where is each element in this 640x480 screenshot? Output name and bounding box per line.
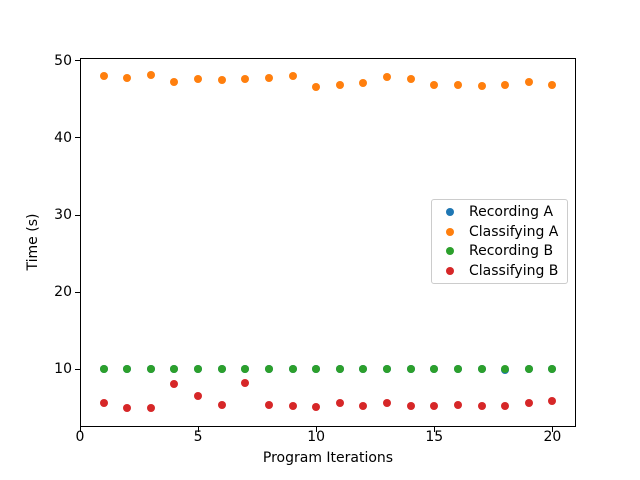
data-point-classifying-a	[194, 75, 203, 84]
legend-marker-icon	[446, 227, 454, 236]
data-point-classifying-a	[383, 72, 392, 81]
data-point-recording-b	[524, 364, 533, 373]
data-point-recording-b	[548, 364, 557, 373]
legend-label: Recording B	[469, 243, 554, 260]
y-tick-mark	[75, 60, 80, 62]
legend-marker-icon	[446, 247, 454, 256]
legend-marker-icon	[446, 207, 454, 216]
legend-label: Recording A	[469, 203, 554, 220]
data-point-recording-b	[99, 364, 108, 373]
data-point-classifying-b	[217, 400, 226, 409]
x-axis-label: Program Iterations	[262, 450, 394, 466]
data-point-classifying-a	[264, 74, 273, 83]
data-point-recording-b	[123, 364, 132, 373]
data-point-classifying-a	[99, 72, 108, 81]
data-point-recording-b	[430, 364, 439, 373]
legend-item: Classifying A	[432, 222, 567, 242]
x-tick-label: 10	[307, 429, 326, 445]
data-point-classifying-b	[241, 379, 250, 388]
data-point-classifying-a	[477, 82, 486, 91]
data-point-classifying-b	[359, 402, 368, 411]
data-point-recording-b	[383, 364, 392, 373]
data-point-classifying-b	[430, 401, 439, 410]
data-point-classifying-b	[383, 399, 392, 408]
data-point-classifying-b	[170, 379, 179, 388]
data-point-classifying-b	[524, 399, 533, 408]
data-point-recording-b	[194, 364, 203, 373]
data-point-classifying-b	[288, 401, 297, 410]
x-tick-label: 0	[75, 429, 85, 445]
legend-label: Classifying B	[469, 263, 559, 280]
x-tick-mark	[197, 427, 199, 432]
data-point-classifying-b	[548, 396, 557, 405]
y-tick-label: 30	[54, 207, 72, 223]
data-point-classifying-a	[312, 82, 321, 91]
data-point-classifying-a	[548, 80, 557, 89]
data-point-classifying-b	[123, 403, 132, 412]
x-tick-mark	[315, 427, 317, 432]
data-point-classifying-b	[312, 403, 321, 412]
data-point-recording-b	[217, 364, 226, 373]
data-point-recording-b	[335, 364, 344, 373]
data-point-classifying-a	[524, 77, 533, 86]
legend-marker-icon	[446, 267, 454, 276]
data-point-classifying-b	[99, 398, 108, 407]
data-point-classifying-b	[264, 400, 273, 409]
legend-label: Classifying A	[469, 223, 559, 240]
data-point-classifying-b	[453, 400, 462, 409]
data-point-classifying-a	[359, 79, 368, 88]
x-tick-label: 15	[425, 429, 444, 445]
data-point-classifying-a	[217, 75, 226, 84]
data-point-classifying-a	[453, 81, 462, 90]
data-point-classifying-a	[146, 70, 155, 79]
x-tick-label: 20	[543, 429, 562, 445]
data-point-recording-b	[264, 364, 273, 373]
data-point-recording-b	[477, 364, 486, 373]
data-point-recording-b	[312, 364, 321, 373]
data-point-recording-b	[288, 364, 297, 373]
data-point-recording-b	[146, 364, 155, 373]
x-tick-mark	[433, 427, 435, 432]
legend-item: Recording B	[432, 242, 567, 262]
y-tick-label: 50	[54, 52, 72, 69]
data-point-classifying-a	[288, 72, 297, 81]
data-point-recording-b	[359, 364, 368, 373]
data-point-classifying-b	[477, 401, 486, 410]
y-tick-mark	[75, 214, 80, 216]
data-point-classifying-a	[123, 74, 132, 83]
data-point-classifying-a	[501, 80, 510, 89]
data-point-recording-b	[241, 364, 250, 373]
y-tick-label: 20	[54, 284, 72, 301]
data-point-classifying-a	[406, 75, 415, 84]
legend-item: Recording A	[432, 202, 567, 222]
data-point-recording-b	[406, 364, 415, 373]
data-point-classifying-b	[501, 401, 510, 410]
data-point-classifying-b	[146, 403, 155, 412]
y-tick-mark	[75, 137, 80, 139]
y-tick-label: 10	[54, 361, 72, 378]
data-point-classifying-a	[430, 80, 439, 89]
y-tick-mark	[75, 291, 80, 293]
x-tick-mark	[551, 427, 553, 432]
data-point-classifying-a	[335, 80, 344, 89]
x-tick-label: 5	[193, 429, 203, 445]
y-tick-mark	[75, 368, 80, 370]
data-point-recording-b	[501, 364, 510, 373]
data-point-recording-b	[453, 364, 462, 373]
x-tick-mark	[79, 427, 81, 432]
legend-item: Classifying B	[432, 261, 567, 281]
data-point-classifying-b	[194, 392, 203, 401]
data-point-classifying-a	[170, 77, 179, 86]
y-tick-label: 40	[54, 129, 72, 146]
data-point-classifying-b	[406, 401, 415, 410]
data-point-classifying-a	[241, 75, 250, 84]
data-point-classifying-b	[335, 398, 344, 407]
legend: Recording A Classifying A Recording B Class…	[431, 199, 568, 284]
data-point-recording-b	[170, 364, 179, 373]
